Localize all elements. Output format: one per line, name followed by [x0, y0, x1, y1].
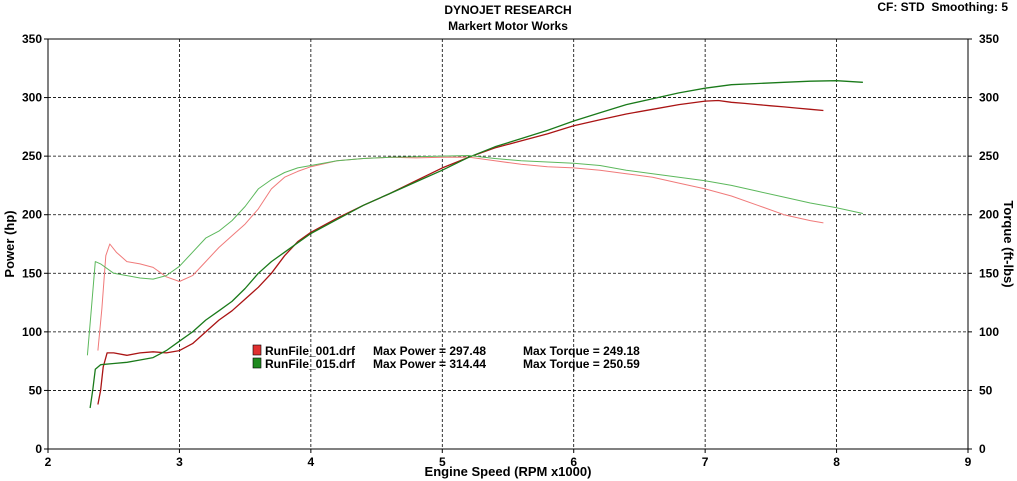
legend-run-015-power: Max Power = 314.44: [373, 357, 486, 371]
y2-axis-label: Torque (ft-lbs): [1001, 200, 1016, 287]
chart-subtitle: Markert Motor Works: [448, 19, 568, 33]
y-tick-label: 350: [22, 32, 42, 46]
x-tick-label: 2: [45, 455, 52, 469]
y-axis-ticks: 0 50 100 150 200 250 300 350: [22, 32, 48, 456]
legend-run-001-torque: Max Torque = 249.18: [523, 344, 640, 358]
y2-tick-label: 50: [979, 383, 993, 397]
y2-axis-ticks: 0 50 100 150 200 250 300 350: [968, 32, 999, 456]
y2-tick-label: 0: [979, 442, 986, 456]
series-lines: [86, 80, 864, 409]
x-tick-label: 3: [176, 455, 183, 469]
x-axis-ticks: 2 3 4 5 6 7 8 9: [45, 449, 972, 469]
x-tick-label: 5: [439, 455, 446, 469]
y2-tick-label: 300: [979, 91, 999, 105]
y-tick-label: 200: [22, 208, 42, 222]
plot-frame: [47, 38, 969, 450]
series-line-2: [89, 80, 863, 409]
series-line-1: [97, 156, 824, 351]
x-tick-label: 9: [965, 455, 972, 469]
legend-swatch-run-001: [252, 344, 262, 356]
x-axis-label: Engine Speed (RPM x1000): [425, 464, 592, 479]
legend-run-001-file: RunFile_001.drf: [265, 344, 356, 358]
chart-title: DYNOJET RESEARCH: [444, 3, 571, 17]
correction-smoothing-info: CF: STD Smoothing: 5: [877, 0, 1008, 14]
legend-swatch-run-015: [252, 357, 262, 369]
y-tick-label: 50: [29, 383, 43, 397]
y-axis-label: Power (hp): [2, 210, 17, 277]
series-line-3: [86, 155, 864, 356]
y2-tick-label: 250: [979, 149, 999, 163]
y-tick-label: 0: [35, 442, 42, 456]
grid-lines: [48, 39, 968, 449]
x-tick-label: 7: [702, 455, 709, 469]
x-tick-label: 4: [308, 455, 315, 469]
y2-tick-label: 350: [979, 32, 999, 46]
legend-run-015-torque: Max Torque = 250.59: [523, 357, 640, 371]
y2-tick-label: 200: [979, 208, 999, 222]
y-tick-label: 250: [22, 149, 42, 163]
y-tick-label: 150: [22, 266, 42, 280]
y2-tick-label: 150: [979, 266, 999, 280]
y2-tick-label: 100: [979, 325, 999, 339]
y-tick-label: 300: [22, 91, 42, 105]
x-tick-label: 8: [833, 455, 840, 469]
y-tick-label: 100: [22, 325, 42, 339]
x-tick-label: 6: [570, 455, 577, 469]
legend: RunFile_001.drf Max Power = 297.48 Max T…: [252, 344, 640, 371]
legend-run-001-power: Max Power = 297.48: [373, 344, 486, 358]
legend-run-015-file: RunFile_015.drf: [265, 357, 356, 371]
